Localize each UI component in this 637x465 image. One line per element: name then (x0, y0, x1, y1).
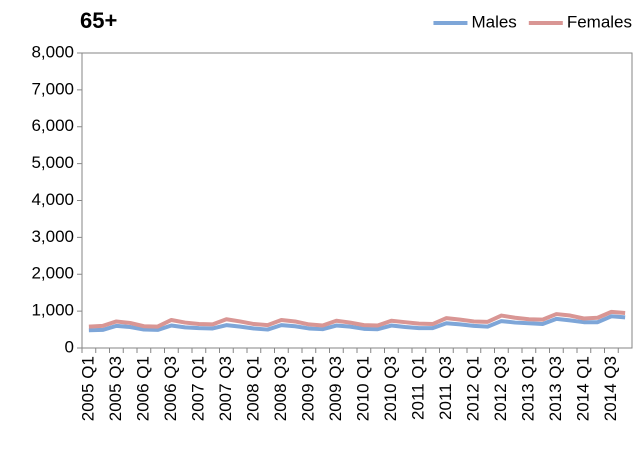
x-tick-label: 2008 Q1 (243, 356, 262, 421)
y-tick-label: 1,000 (31, 301, 74, 320)
y-tick-label: 8,000 (31, 42, 74, 61)
x-tick-label: 2008 Q3 (271, 356, 290, 421)
x-tick-label: 2014 Q3 (601, 356, 620, 421)
x-tick-label: 2007 Q3 (216, 356, 235, 421)
y-tick-label: 5,000 (31, 153, 74, 172)
y-tick-label: 2,000 (31, 264, 74, 283)
x-tick-label: 2014 Q1 (573, 356, 592, 421)
x-tick-label: 2006 Q1 (133, 356, 152, 421)
line-series (88, 309, 626, 329)
x-tick-label: 2010 Q1 (353, 356, 372, 421)
plot-frame (81, 52, 633, 349)
y-tick-label: 6,000 (31, 116, 74, 135)
y-tick-label: 4,000 (31, 190, 74, 209)
x-tick-label: 2006 Q3 (161, 356, 180, 421)
x-tick-label: 2007 Q1 (188, 356, 207, 421)
x-tick-label: 2010 Q3 (381, 356, 400, 421)
x-tick-label: 2011 Q1 (408, 356, 427, 420)
x-tick-label: 2012 Q1 (463, 356, 482, 421)
x-tick-label: 2012 Q3 (491, 356, 510, 421)
x-tick-label: 2013 Q1 (518, 356, 537, 421)
x-tick-label: 2005 Q3 (106, 356, 125, 421)
legend-label: Females (567, 12, 632, 31)
y-tick-label: 3,000 (31, 227, 74, 246)
x-tick-label: 2005 Q1 (78, 356, 97, 421)
x-tick-label: 2011 Q3 (436, 356, 455, 420)
x-tick-label: 2009 Q3 (326, 356, 345, 421)
line-series (88, 314, 626, 333)
x-tick-label: 2009 Q1 (298, 356, 317, 421)
legend-label: Males (471, 12, 516, 31)
x-tick-label: 2013 Q3 (546, 356, 565, 421)
y-tick-label: 0 (65, 337, 74, 356)
y-tick-label: 7,000 (31, 79, 74, 98)
chart-title: 65+ (80, 8, 117, 33)
